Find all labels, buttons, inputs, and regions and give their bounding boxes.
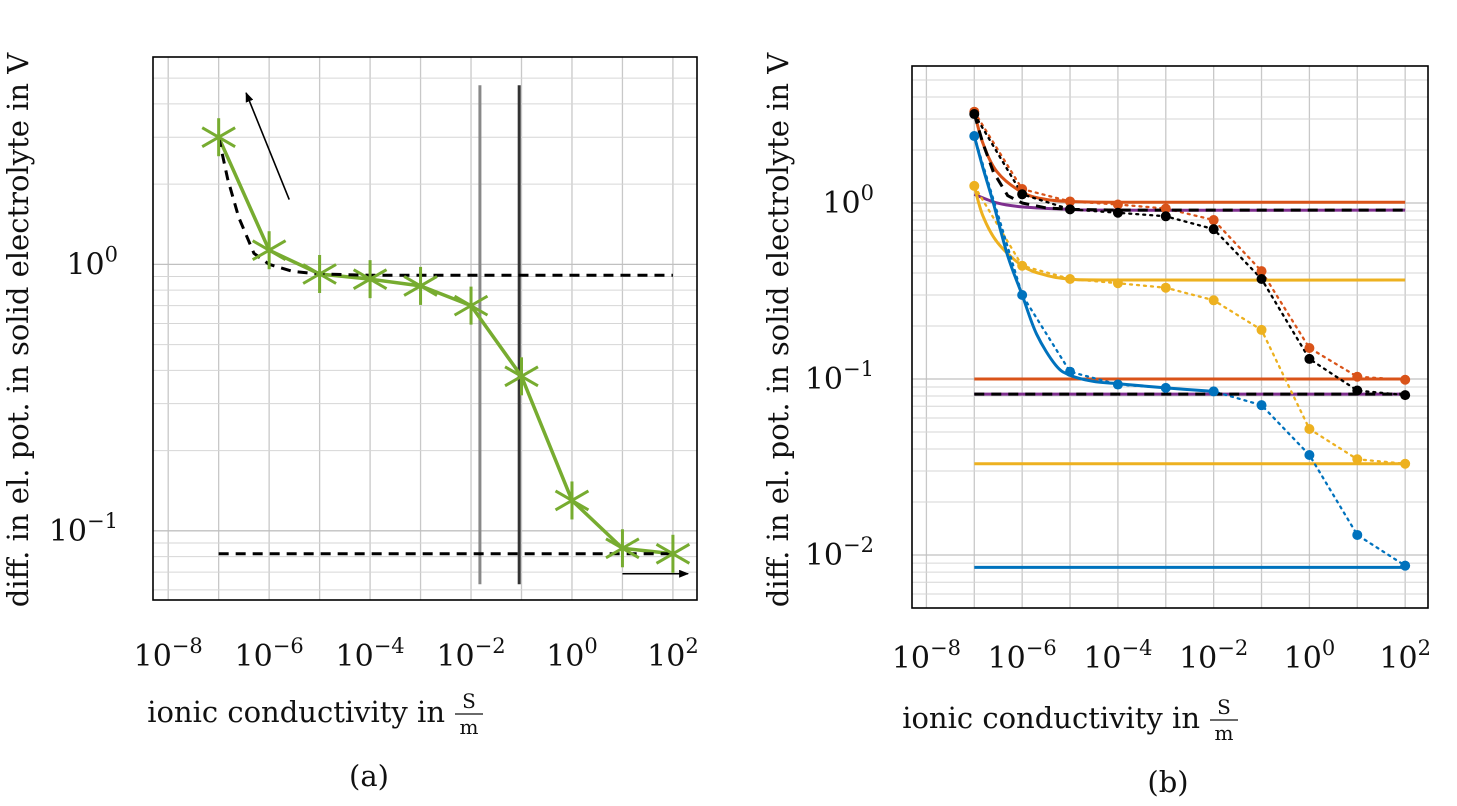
y-axis-title: diff. in el. pot. in solid electrolyte i… bbox=[761, 52, 795, 608]
data-point-dot bbox=[1256, 273, 1267, 284]
plot-area bbox=[217, 85, 674, 585]
series-1-line bbox=[972, 111, 1406, 204]
data-point-dot bbox=[1352, 529, 1363, 540]
chart-panel-b: 10−8 10−6 10−4 10−2 100 102 100 10−1 10−2 ionic c… bbox=[761, 52, 1431, 799]
data-point-asterisk bbox=[403, 266, 438, 305]
series-12-line bbox=[972, 113, 1406, 212]
x-tick-label: 10−4 bbox=[336, 634, 405, 674]
plot-frame bbox=[152, 56, 698, 601]
data-point-dot bbox=[1208, 224, 1219, 235]
annotation-arrow-1 bbox=[245, 91, 290, 200]
data-point-dot bbox=[1400, 560, 1411, 571]
data-point-dot bbox=[1017, 189, 1028, 200]
data-point-dot bbox=[1112, 278, 1123, 289]
data-point-dot bbox=[1065, 196, 1076, 207]
data-point-dot bbox=[1065, 273, 1076, 284]
data-point-dot bbox=[1208, 215, 1219, 226]
y-tick-label: 100 bbox=[822, 181, 874, 221]
series-2-line bbox=[217, 136, 673, 277]
x-axis-unit-numerator: S bbox=[1217, 695, 1231, 719]
data-point-dot bbox=[1256, 266, 1267, 277]
data-point-dot bbox=[1400, 390, 1411, 401]
data-point-asterisk bbox=[302, 254, 337, 293]
series-3-line bbox=[973, 110, 1407, 381]
x-tick-label: 10−6 bbox=[988, 636, 1057, 676]
x-axis-unit-numerator: S bbox=[462, 689, 476, 713]
data-point-dot bbox=[1304, 423, 1315, 434]
data-point-asterisk bbox=[554, 481, 590, 520]
data-point-dot bbox=[1256, 400, 1267, 411]
plot-area bbox=[972, 110, 1407, 569]
data-point-dot bbox=[1400, 458, 1411, 469]
series-1-line bbox=[217, 136, 674, 556]
data-point-asterisk bbox=[352, 260, 388, 299]
x-tick-label: 100 bbox=[546, 634, 598, 674]
panel-label: (b) bbox=[1147, 765, 1188, 799]
data-point-dot bbox=[1352, 454, 1363, 465]
series-11-line bbox=[973, 134, 1407, 567]
data-point-dot bbox=[1065, 366, 1076, 377]
panel-label: (a) bbox=[349, 759, 389, 793]
data-point-dot bbox=[1256, 324, 1267, 335]
x-axis-unit-denominator: m bbox=[460, 715, 479, 739]
data-point-dot bbox=[1304, 342, 1315, 353]
data-point-dot bbox=[1400, 374, 1411, 385]
data-point-asterisk bbox=[453, 286, 489, 325]
data-point-asterisk bbox=[655, 534, 691, 573]
grid bbox=[153, 56, 697, 600]
data-point-dot bbox=[969, 109, 980, 120]
data-point-dot bbox=[1112, 207, 1123, 218]
series-14-line bbox=[973, 112, 1407, 397]
grid bbox=[912, 65, 1428, 609]
x-tick-label: 10−4 bbox=[1083, 636, 1152, 676]
data-point-asterisk bbox=[251, 231, 287, 270]
y-tick-label: 100 bbox=[66, 242, 118, 282]
x-tick-label: 10−6 bbox=[235, 634, 304, 674]
data-point-dot bbox=[1352, 371, 1363, 382]
x-axis-title-text: ionic conductivity in bbox=[902, 701, 1200, 735]
x-axis-unit-denominator: m bbox=[1215, 721, 1234, 745]
data-point-dot bbox=[969, 131, 980, 142]
data-point-dot bbox=[1160, 382, 1171, 393]
series-8-line bbox=[973, 184, 1407, 465]
data-point-dot bbox=[1112, 199, 1123, 210]
data-point-dot bbox=[1160, 282, 1171, 293]
x-axis-title: ionic conductivity in Sm bbox=[147, 689, 483, 739]
data-point-dot bbox=[969, 180, 980, 191]
data-point-dot bbox=[1112, 379, 1123, 390]
chart-panel-a: 10−8 10−6 10−4 10−2 100 102 100 10−1 ionic condu… bbox=[1, 52, 699, 793]
data-point-dot bbox=[1065, 204, 1076, 215]
data-point-dot bbox=[1208, 295, 1219, 306]
data-point-asterisk bbox=[201, 118, 236, 157]
data-point-dot bbox=[1304, 449, 1315, 460]
data-point-dot bbox=[1160, 203, 1171, 214]
x-axis-title-text: ionic conductivity in bbox=[147, 695, 445, 729]
y-tick-label: 10−2 bbox=[805, 533, 874, 573]
x-tick-label: 10−2 bbox=[436, 634, 505, 674]
x-tick-label: 100 bbox=[1284, 636, 1336, 676]
y-axis-title: diff. in el. pot. in solid electrolyte i… bbox=[1, 52, 35, 608]
y-tick-label: 10−1 bbox=[49, 509, 118, 549]
series-6-line bbox=[972, 185, 1406, 282]
data-point-dot bbox=[1017, 290, 1028, 301]
x-axis-title: ionic conductivity in Sm bbox=[902, 695, 1238, 745]
data-point-asterisk bbox=[605, 529, 640, 568]
data-point-dot bbox=[1160, 211, 1171, 222]
y-tick-label: 10−1 bbox=[805, 357, 874, 397]
data-point-dot bbox=[1304, 353, 1315, 364]
plot-frame bbox=[911, 65, 1429, 609]
data-point-asterisk bbox=[504, 357, 539, 396]
x-tick-label: 102 bbox=[647, 634, 699, 674]
x-tick-label: 102 bbox=[1379, 636, 1431, 676]
x-tick-label: 10−8 bbox=[892, 636, 961, 676]
data-point-dot bbox=[1208, 386, 1219, 397]
data-point-dot bbox=[1352, 385, 1363, 396]
data-point-dot bbox=[1017, 260, 1028, 271]
x-tick-label: 10−2 bbox=[1179, 636, 1248, 676]
x-tick-label: 10−8 bbox=[134, 634, 203, 674]
